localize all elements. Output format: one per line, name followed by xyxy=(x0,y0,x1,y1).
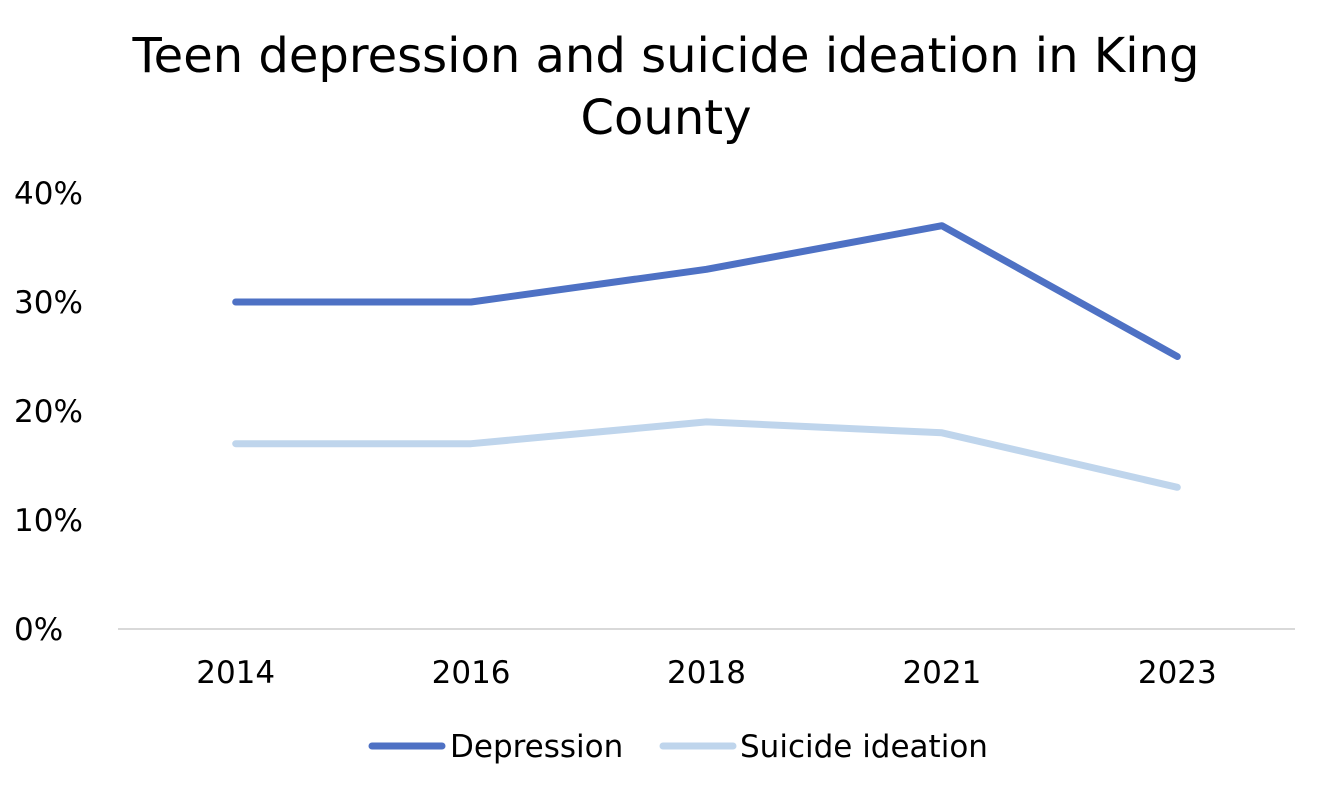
legend-item-suicide-ideation: Suicide ideation xyxy=(659,729,988,765)
x-tick-label: 2018 xyxy=(667,655,746,691)
x-tick-label: 2023 xyxy=(1138,655,1217,691)
x-tick-label: 2016 xyxy=(432,655,511,691)
y-tick-label: 0% xyxy=(14,612,63,648)
y-tick-label: 40% xyxy=(14,176,83,212)
y-axis: 0% 10% 20% 30% 40% xyxy=(14,176,83,648)
chart-title: Teen depression and suicide ideation in … xyxy=(132,28,1200,146)
y-tick-label: 10% xyxy=(14,503,83,539)
x-axis: 2014 2016 2018 2021 2023 xyxy=(118,628,1295,691)
y-tick-label: 20% xyxy=(14,394,83,430)
chart-title-line: Teen depression and suicide ideation in … xyxy=(132,28,1200,84)
legend-item-depression: Depression xyxy=(368,729,623,765)
chart-title-line: County xyxy=(581,90,752,146)
series-line-suicide-ideation xyxy=(232,418,1181,491)
legend-label: Suicide ideation xyxy=(740,729,988,765)
legend: Depression Suicide ideation xyxy=(368,729,988,765)
y-tick-label: 30% xyxy=(14,285,83,321)
plot-area xyxy=(232,222,1181,491)
legend-label: Depression xyxy=(450,729,623,765)
series-line-depression xyxy=(232,222,1181,360)
x-tick-label: 2021 xyxy=(902,655,981,691)
x-tick-label: 2014 xyxy=(196,655,275,691)
